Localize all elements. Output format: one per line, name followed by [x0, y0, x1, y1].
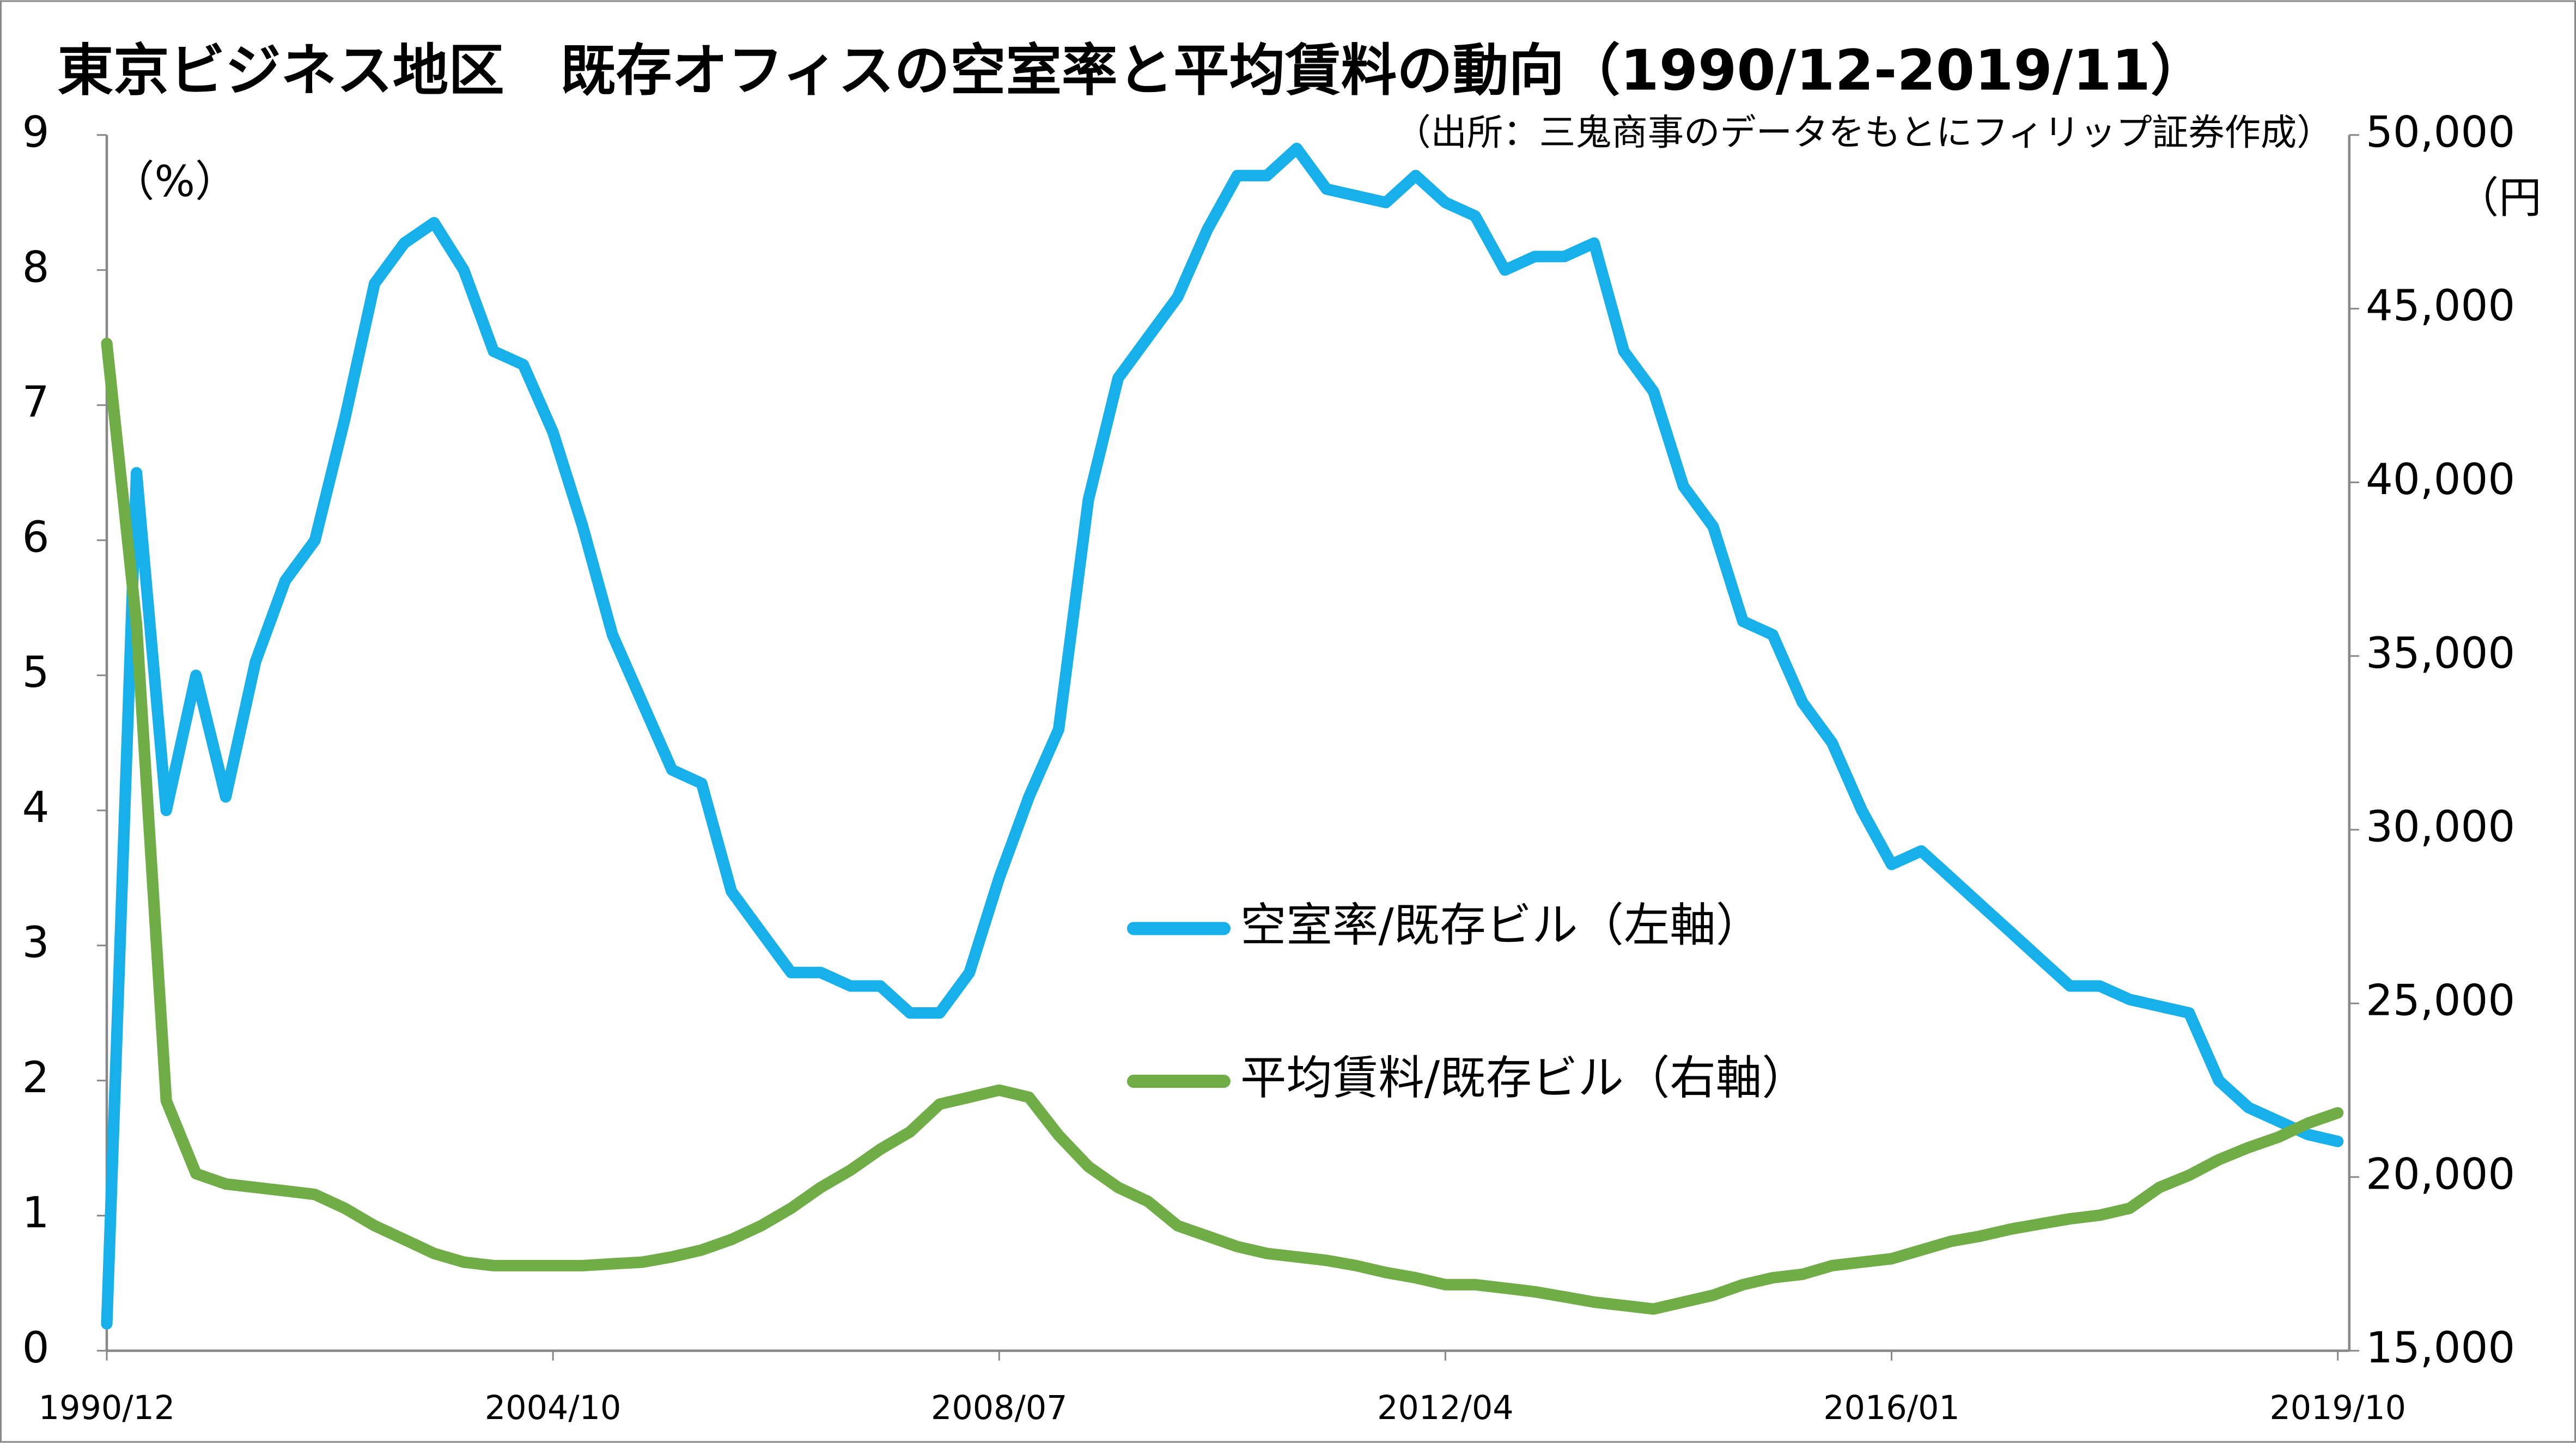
y-axis-label: （%） — [112, 157, 237, 206]
y-tick-label: 5 — [22, 648, 50, 697]
y2-tick-label: 30,000 — [2366, 802, 2515, 852]
series-line — [101, 337, 2344, 1315]
x-tick-label: 2016/01 — [1823, 1389, 1960, 1427]
y2-tick-label: 20,000 — [2366, 1149, 2515, 1199]
y-tick-label: 7 — [22, 378, 50, 427]
x-tick-label: 2012/04 — [1377, 1389, 1514, 1427]
y-tick-label: 9 — [22, 107, 50, 157]
y-tick-label: 4 — [22, 783, 50, 832]
y2-tick-label: 45,000 — [2366, 281, 2515, 331]
series-line — [101, 142, 2344, 1330]
chart-title: 東京ビジネス地区 既存オフィスの空室率と平均賃料の動向（1990/12-2019… — [58, 39, 2207, 103]
y-tick-label: 6 — [22, 513, 50, 562]
y-tick-label: 8 — [22, 242, 50, 292]
y-tick-label: 3 — [22, 918, 50, 967]
y-tick-label: 0 — [22, 1323, 50, 1373]
y2-tick-label: 50,000 — [2366, 107, 2515, 157]
y2-axis-label: （円 — [2456, 173, 2542, 223]
y-tick-label: 2 — [22, 1053, 50, 1103]
y2-tick-label: 15,000 — [2366, 1323, 2515, 1373]
y-tick-label: 1 — [22, 1188, 50, 1238]
x-tick-label: 2019/10 — [2269, 1389, 2406, 1427]
source-note: （出所：三鬼商事のデータをもとにフィリップ証券作成） — [1394, 111, 2333, 154]
y2-tick-label: 35,000 — [2366, 629, 2515, 678]
x-tick-label: 1990/12 — [39, 1389, 175, 1427]
legend-label: 空室率/既存ビル（左軸） — [1240, 898, 1762, 952]
legend-label: 平均賃料/既存ビル（右軸） — [1240, 1051, 1808, 1105]
y2-tick-label: 25,000 — [2366, 976, 2515, 1025]
x-tick-label: 2004/10 — [485, 1389, 622, 1427]
x-tick-label: 2008/07 — [931, 1389, 1068, 1427]
y2-tick-label: 40,000 — [2366, 455, 2515, 504]
